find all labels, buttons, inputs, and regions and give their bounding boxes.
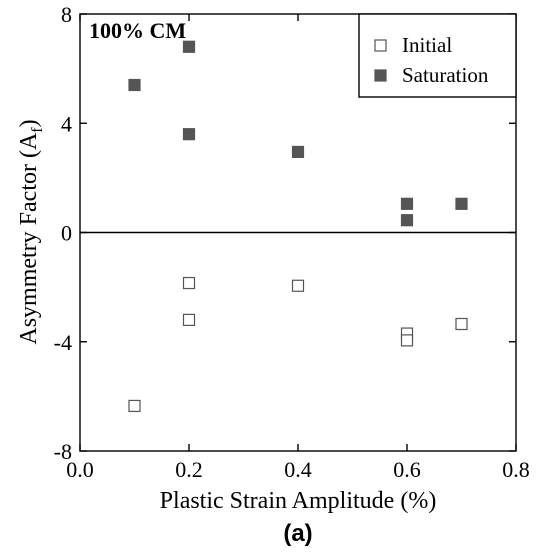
legend-marker-initial — [374, 39, 387, 52]
y-axis-label-close: ) — [16, 119, 42, 127]
annotation-100-cm: 100% CM — [89, 18, 186, 43]
y-axis-label-main: Asymmetry Factor (A — [16, 132, 42, 345]
y-tick-label: -4 — [54, 330, 72, 355]
data-point-initial — [291, 279, 305, 292]
y-axis-label-subscript: f — [29, 127, 46, 133]
y-axis-ticks: -8 -4 0 4 8 — [54, 2, 516, 464]
x-tick-label: 0.6 — [393, 457, 421, 482]
panel-label: (a) — [283, 520, 312, 547]
legend: Initial Saturation — [358, 13, 517, 98]
y-tick-label: 4 — [61, 111, 72, 136]
y-tick-label: 8 — [61, 2, 72, 27]
legend-label-initial: Initial — [402, 33, 452, 57]
data-point-initial — [128, 399, 141, 413]
data-point-saturation — [400, 197, 414, 210]
legend-box — [358, 13, 517, 98]
data-point-saturation — [455, 197, 468, 210]
x-axis-label: Plastic Strain Amplitude (%) — [160, 488, 437, 514]
x-tick-label: 0.4 — [284, 457, 312, 482]
data-point-saturation — [400, 214, 414, 227]
data-point-initial — [455, 317, 468, 331]
x-tick-label: 0.2 — [175, 457, 203, 482]
data-point-saturation — [291, 145, 305, 159]
y-tick-label: -8 — [54, 439, 72, 464]
data-point-initial — [400, 334, 414, 347]
data-point-initial — [182, 276, 196, 290]
x-tick-label: 0.8 — [502, 457, 530, 482]
y-tick-label: 0 — [61, 221, 72, 246]
y-axis-label: Asymmetry Factor (Af) — [16, 119, 46, 344]
data-point-saturation — [182, 128, 196, 141]
x-axis-ticks: 0.0 0.2 0.4 0.6 0.8 — [66, 14, 530, 482]
legend-label-saturation: Saturation — [402, 63, 489, 87]
data-points — [128, 40, 468, 413]
legend-marker-saturation — [374, 69, 387, 82]
data-point-saturation — [182, 40, 196, 53]
data-point-initial — [182, 313, 196, 326]
data-point-saturation — [128, 78, 141, 92]
x-tick-label: 0.0 — [66, 457, 94, 482]
